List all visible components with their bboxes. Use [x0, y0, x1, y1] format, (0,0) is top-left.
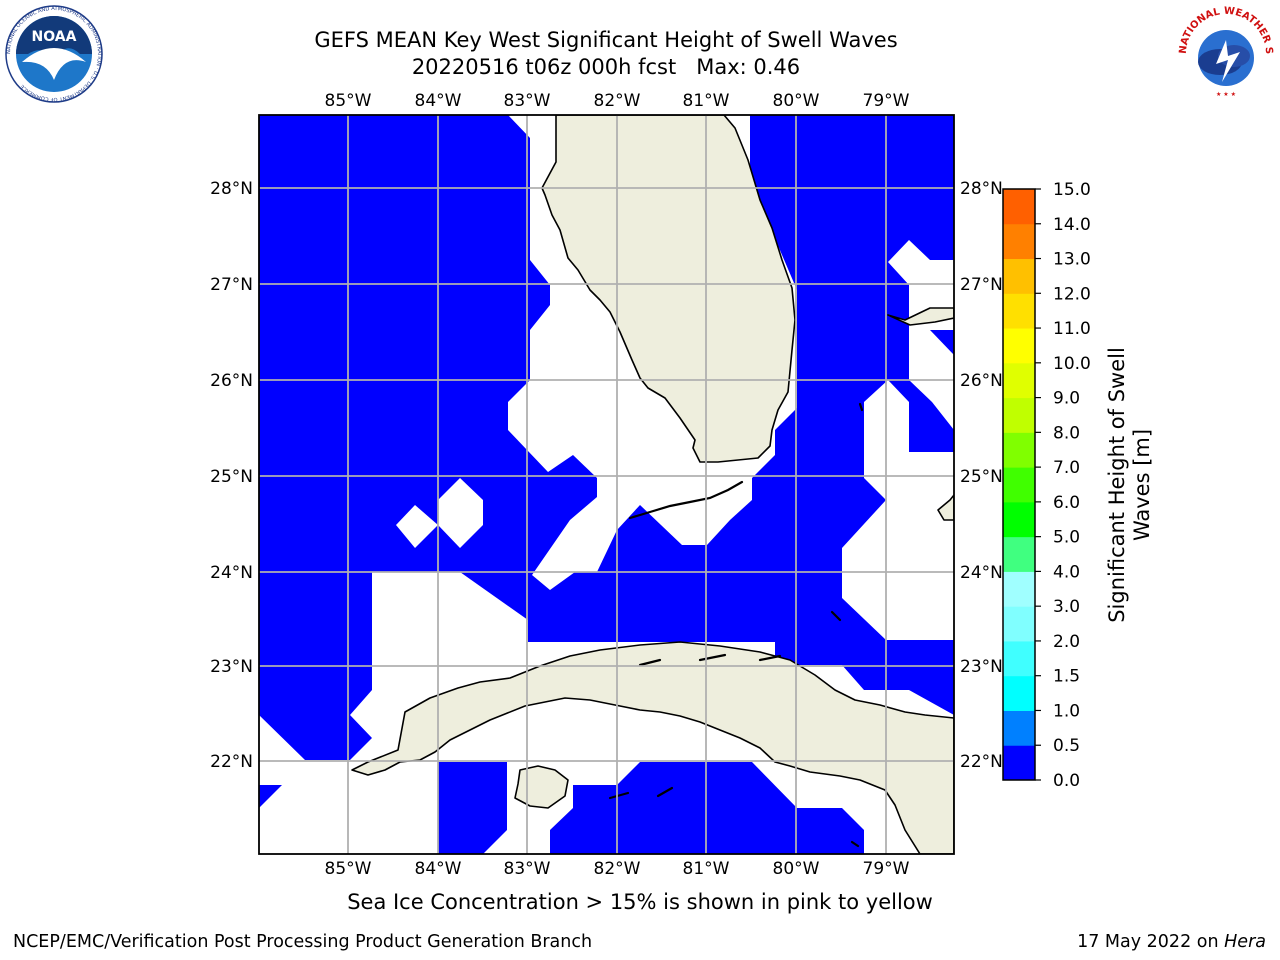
colorbar-tick-label: 15.0 [1053, 180, 1091, 200]
lon-label-79w: 79°W [863, 859, 910, 879]
lat-label-27n: 27°N [210, 275, 253, 295]
bahamas-grand [887, 307, 954, 326]
lon-label-84w: 84°W [415, 859, 462, 879]
colorbar-tick-label: 10.0 [1053, 354, 1091, 374]
wave-region-gulf [259, 115, 954, 760]
sea-ice-note: Sea Ice Concentration > 15% is shown in … [347, 890, 933, 914]
colorbar-swatch [1003, 189, 1035, 225]
colorbar-swatch [1003, 606, 1035, 642]
lat-label-28n: 28°N [210, 179, 253, 199]
colorbar-swatch [1003, 536, 1035, 572]
colorbar-tick-label: 9.0 [1053, 389, 1080, 409]
colorbar-tick-label: 1.5 [1053, 667, 1080, 687]
lat-label-25n: 25°N [210, 467, 253, 487]
lat-label-27n: 27°N [960, 275, 1003, 295]
lon-label-85w: 85°W [325, 859, 372, 879]
colorbar-label: Significant Height of SwellWaves [m] [1105, 347, 1154, 623]
colorbar-swatch [1003, 293, 1035, 329]
florida-peninsula [541, 115, 796, 463]
colorbar-tick-label: 12.0 [1053, 284, 1091, 304]
keys-and-cays [608, 402, 864, 848]
lon-label-82w: 82°W [594, 859, 641, 879]
lat-label-22n: 22°N [960, 752, 1003, 772]
bahamas-andros [937, 494, 954, 521]
colorbar-tick-label: 11.0 [1053, 319, 1091, 339]
cuba [351, 641, 954, 854]
noaa-logo-text: NOAA [32, 29, 77, 45]
colorbar-tick-label: 3.0 [1053, 597, 1080, 617]
colorbar-tick-label: 1.0 [1053, 701, 1080, 721]
colorbar-tick-label: 5.0 [1053, 528, 1080, 548]
lon-label-83w: 83°W [504, 91, 551, 111]
noaa-logo: NOAA NATIONAL OCEANIC AND ATMOSPHERIC AD… [5, 5, 103, 103]
lon-label-83w: 83°W [504, 859, 551, 879]
lon-labels-bottom: 85°W 84°W 83°W 82°W 81°W 80°W 79°W [325, 859, 910, 879]
isle-of-youth [514, 765, 569, 809]
colorbar-swatch [1003, 501, 1035, 538]
svg-text:★ ★ ★: ★ ★ ★ [1216, 91, 1236, 98]
colorbar-tick-label: 6.0 [1053, 493, 1080, 513]
colorbar-swatch [1003, 362, 1035, 399]
lat-label-26n: 26°N [210, 371, 253, 391]
colorbar-swatch [1003, 640, 1035, 677]
colorbar-tick-label: 13.0 [1053, 250, 1091, 270]
no-data-patches [396, 478, 707, 548]
colorbar-swatch [1003, 571, 1035, 607]
lat-label-26n: 26°N [960, 371, 1003, 391]
footer-date-text: 17 May 2022 on [1077, 932, 1225, 952]
lon-label-81w: 81°W [683, 859, 730, 879]
colorbar-swatch [1003, 710, 1035, 746]
lat-label-23n: 23°N [210, 657, 253, 677]
colorbar-tick-label: 7.0 [1053, 458, 1080, 478]
map-frame [258, 114, 955, 855]
wave-region-west-edge [259, 785, 282, 808]
lat-label-23n: 23°N [960, 657, 1003, 677]
lon-label-81w: 81°W [683, 91, 730, 111]
lon-label-79w: 79°W [863, 91, 910, 111]
colorbar-swatch [1003, 745, 1035, 781]
colorbar-swatch [1003, 432, 1035, 468]
colorbar-swatch [1003, 223, 1035, 260]
footer-host: Hera [1224, 932, 1266, 952]
lat-labels-left: 28°N 27°N 26°N 25°N 24°N 23°N 22°N [210, 179, 253, 772]
lat-label-28n: 28°N [960, 179, 1003, 199]
lat-label-24n: 24°N [960, 563, 1003, 583]
chart-subtitle: 20220516 t06z 000h fcst Max: 0.46 [411, 55, 801, 79]
footer-date: 17 May 2022 on Hera [1077, 932, 1266, 952]
nws-logo: NATIONAL WEATHER SERVICE ★ ★ ★ [1176, 4, 1274, 102]
land [351, 115, 954, 854]
colorbar-tick-label: 4.0 [1053, 562, 1080, 582]
wave-region-caribbean [550, 762, 864, 854]
colorbar-swatch [1003, 328, 1035, 364]
lon-label-80w: 80°W [773, 859, 820, 879]
colorbar-swatch [1003, 397, 1035, 433]
colorbar-swatch [1003, 258, 1035, 294]
colorbar-frame [1002, 188, 1036, 781]
swell-wave-field [259, 115, 954, 854]
colorbar-tick-label: 8.0 [1053, 423, 1080, 443]
lat-label-24n: 24°N [210, 563, 253, 583]
lat-labels-right: 28°N 27°N 26°N 25°N 24°N 23°N 22°N [960, 179, 1003, 772]
colorbar-tick-label: 2.0 [1053, 632, 1080, 652]
lon-labels-top: 85°W 84°W 83°W 82°W 81°W 80°W 79°W [325, 91, 910, 111]
lon-label-85w: 85°W [325, 91, 372, 111]
lat-label-22n: 22°N [210, 752, 253, 772]
lon-label-84w: 84°W [415, 91, 462, 111]
colorbar-swatch [1003, 467, 1035, 503]
map-panel [259, 115, 954, 854]
lon-label-82w: 82°W [594, 91, 641, 111]
footer-producer: NCEP/EMC/Verification Post Processing Pr… [13, 932, 593, 952]
wave-region-east-edge [930, 330, 954, 355]
colorbar-tick-label: 0.5 [1053, 736, 1080, 756]
wave-region-cuba-south [438, 762, 507, 854]
chart-title: GEFS MEAN Key West Significant Height of… [314, 28, 898, 52]
colorbar: 15.0 14.0 13.0 12.0 11.0 10.0 9.0 8.0 7.0 6.0 5.0 4… [1002, 180, 1091, 791]
colorbar-tick-label: 14.0 [1053, 215, 1091, 235]
gridlines [259, 115, 954, 854]
colorbar-tick-label: 0.0 [1053, 771, 1080, 791]
colorbar-swatch [1003, 675, 1035, 711]
lat-label-25n: 25°N [960, 467, 1003, 487]
lon-label-80w: 80°W [773, 91, 820, 111]
